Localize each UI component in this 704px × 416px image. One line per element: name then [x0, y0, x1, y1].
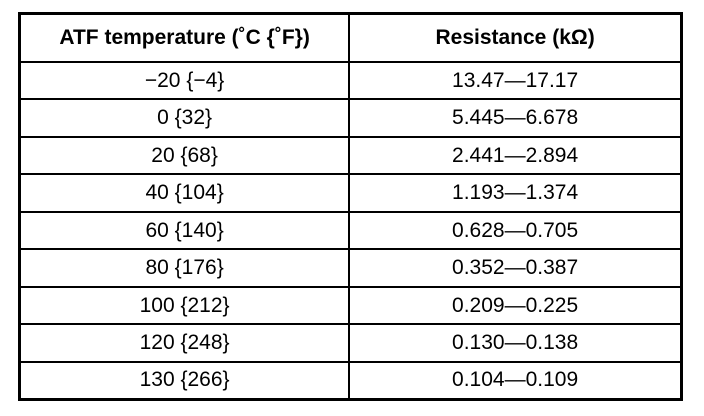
- temperature-cell: 40 {104}: [21, 173, 351, 213]
- table-row: 60 {140} 0.628—0.705: [21, 210, 680, 251]
- resistance-cell: 2.441—2.894: [348, 135, 680, 176]
- temperature-cell: 0 {32}: [21, 98, 351, 138]
- resistance-cell: 13.47—17.17: [348, 60, 680, 101]
- resistance-cell: 0.352—0.387: [348, 248, 680, 288]
- table-header-row: ATF temperature (˚C {˚F}) Resistance (kΩ…: [21, 15, 680, 63]
- header-resistance: Resistance (kΩ): [348, 15, 680, 63]
- temperature-cell: 80 {176}: [21, 248, 351, 288]
- table-row: 100 {212} 0.209—0.225: [21, 285, 680, 326]
- resistance-cell: 0.628—0.705: [348, 210, 680, 251]
- resistance-cell: 0.104—0.109: [348, 360, 680, 398]
- resistance-cell: 1.193—1.374: [348, 173, 680, 213]
- temperature-cell: 20 {68}: [21, 135, 351, 176]
- table-row: 40 {104} 1.193—1.374: [21, 173, 680, 213]
- temperature-cell: 130 {266}: [21, 360, 351, 398]
- table-row: 120 {248} 0.130—0.138: [21, 323, 680, 363]
- table-row: 20 {68} 2.441—2.894: [21, 135, 680, 176]
- resistance-cell: 0.209—0.225: [348, 285, 680, 326]
- atf-resistance-table: ATF temperature (˚C {˚F}) Resistance (kΩ…: [21, 15, 680, 398]
- header-atf-temperature: ATF temperature (˚C {˚F}): [21, 15, 351, 63]
- temperature-cell: 60 {140}: [21, 210, 351, 251]
- temperature-cell: 100 {212}: [21, 285, 351, 326]
- table-row: 0 {32} 5.445—6.678: [21, 98, 680, 138]
- temperature-cell: 120 {248}: [21, 323, 351, 363]
- atf-resistance-table-frame: ATF temperature (˚C {˚F}) Resistance (kΩ…: [18, 12, 683, 401]
- table-row: 130 {266} 0.104—0.109: [21, 360, 680, 398]
- resistance-cell: 5.445—6.678: [348, 98, 680, 138]
- table-row: 80 {176} 0.352—0.387: [21, 248, 680, 288]
- table-row: −20 {−4} 13.47—17.17: [21, 60, 680, 101]
- resistance-cell: 0.130—0.138: [348, 323, 680, 363]
- temperature-cell: −20 {−4}: [21, 60, 351, 101]
